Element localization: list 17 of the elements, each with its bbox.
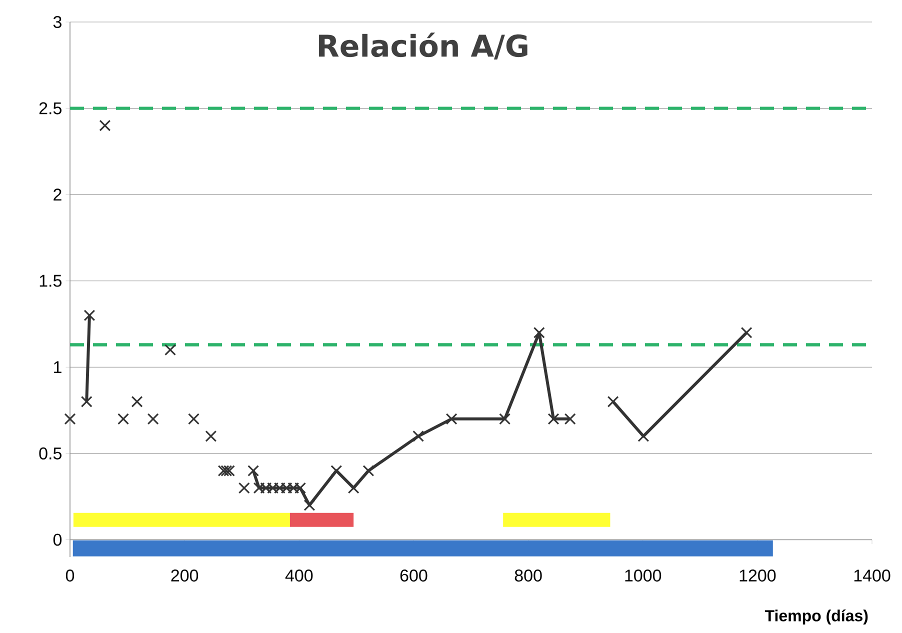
y-tick-label: 1: [54, 361, 62, 374]
x-tick-label: 400: [285, 570, 313, 582]
x-tick-label: 800: [514, 570, 542, 582]
x-tick-label: 1000: [625, 570, 662, 582]
y-tick-label: 3: [53, 16, 62, 28]
x-tick-label: 600: [400, 570, 428, 582]
x-tick-label: 1400: [854, 570, 890, 582]
x-tick-label: 0: [66, 570, 74, 582]
y-tick-label: 0.5: [39, 447, 62, 460]
x-axis-title: Tiempo (días): [764, 609, 868, 625]
x-tick-label: 1200: [740, 570, 776, 582]
chart-title: Relación A/G: [319, 32, 528, 60]
y-tick-label: 2: [54, 188, 62, 201]
y-tick-label: 0: [53, 534, 62, 546]
x-tick-label: 200: [171, 570, 198, 582]
y-tick-label: 1.5: [40, 274, 62, 287]
y-tick-label: 2.5: [39, 102, 62, 114]
